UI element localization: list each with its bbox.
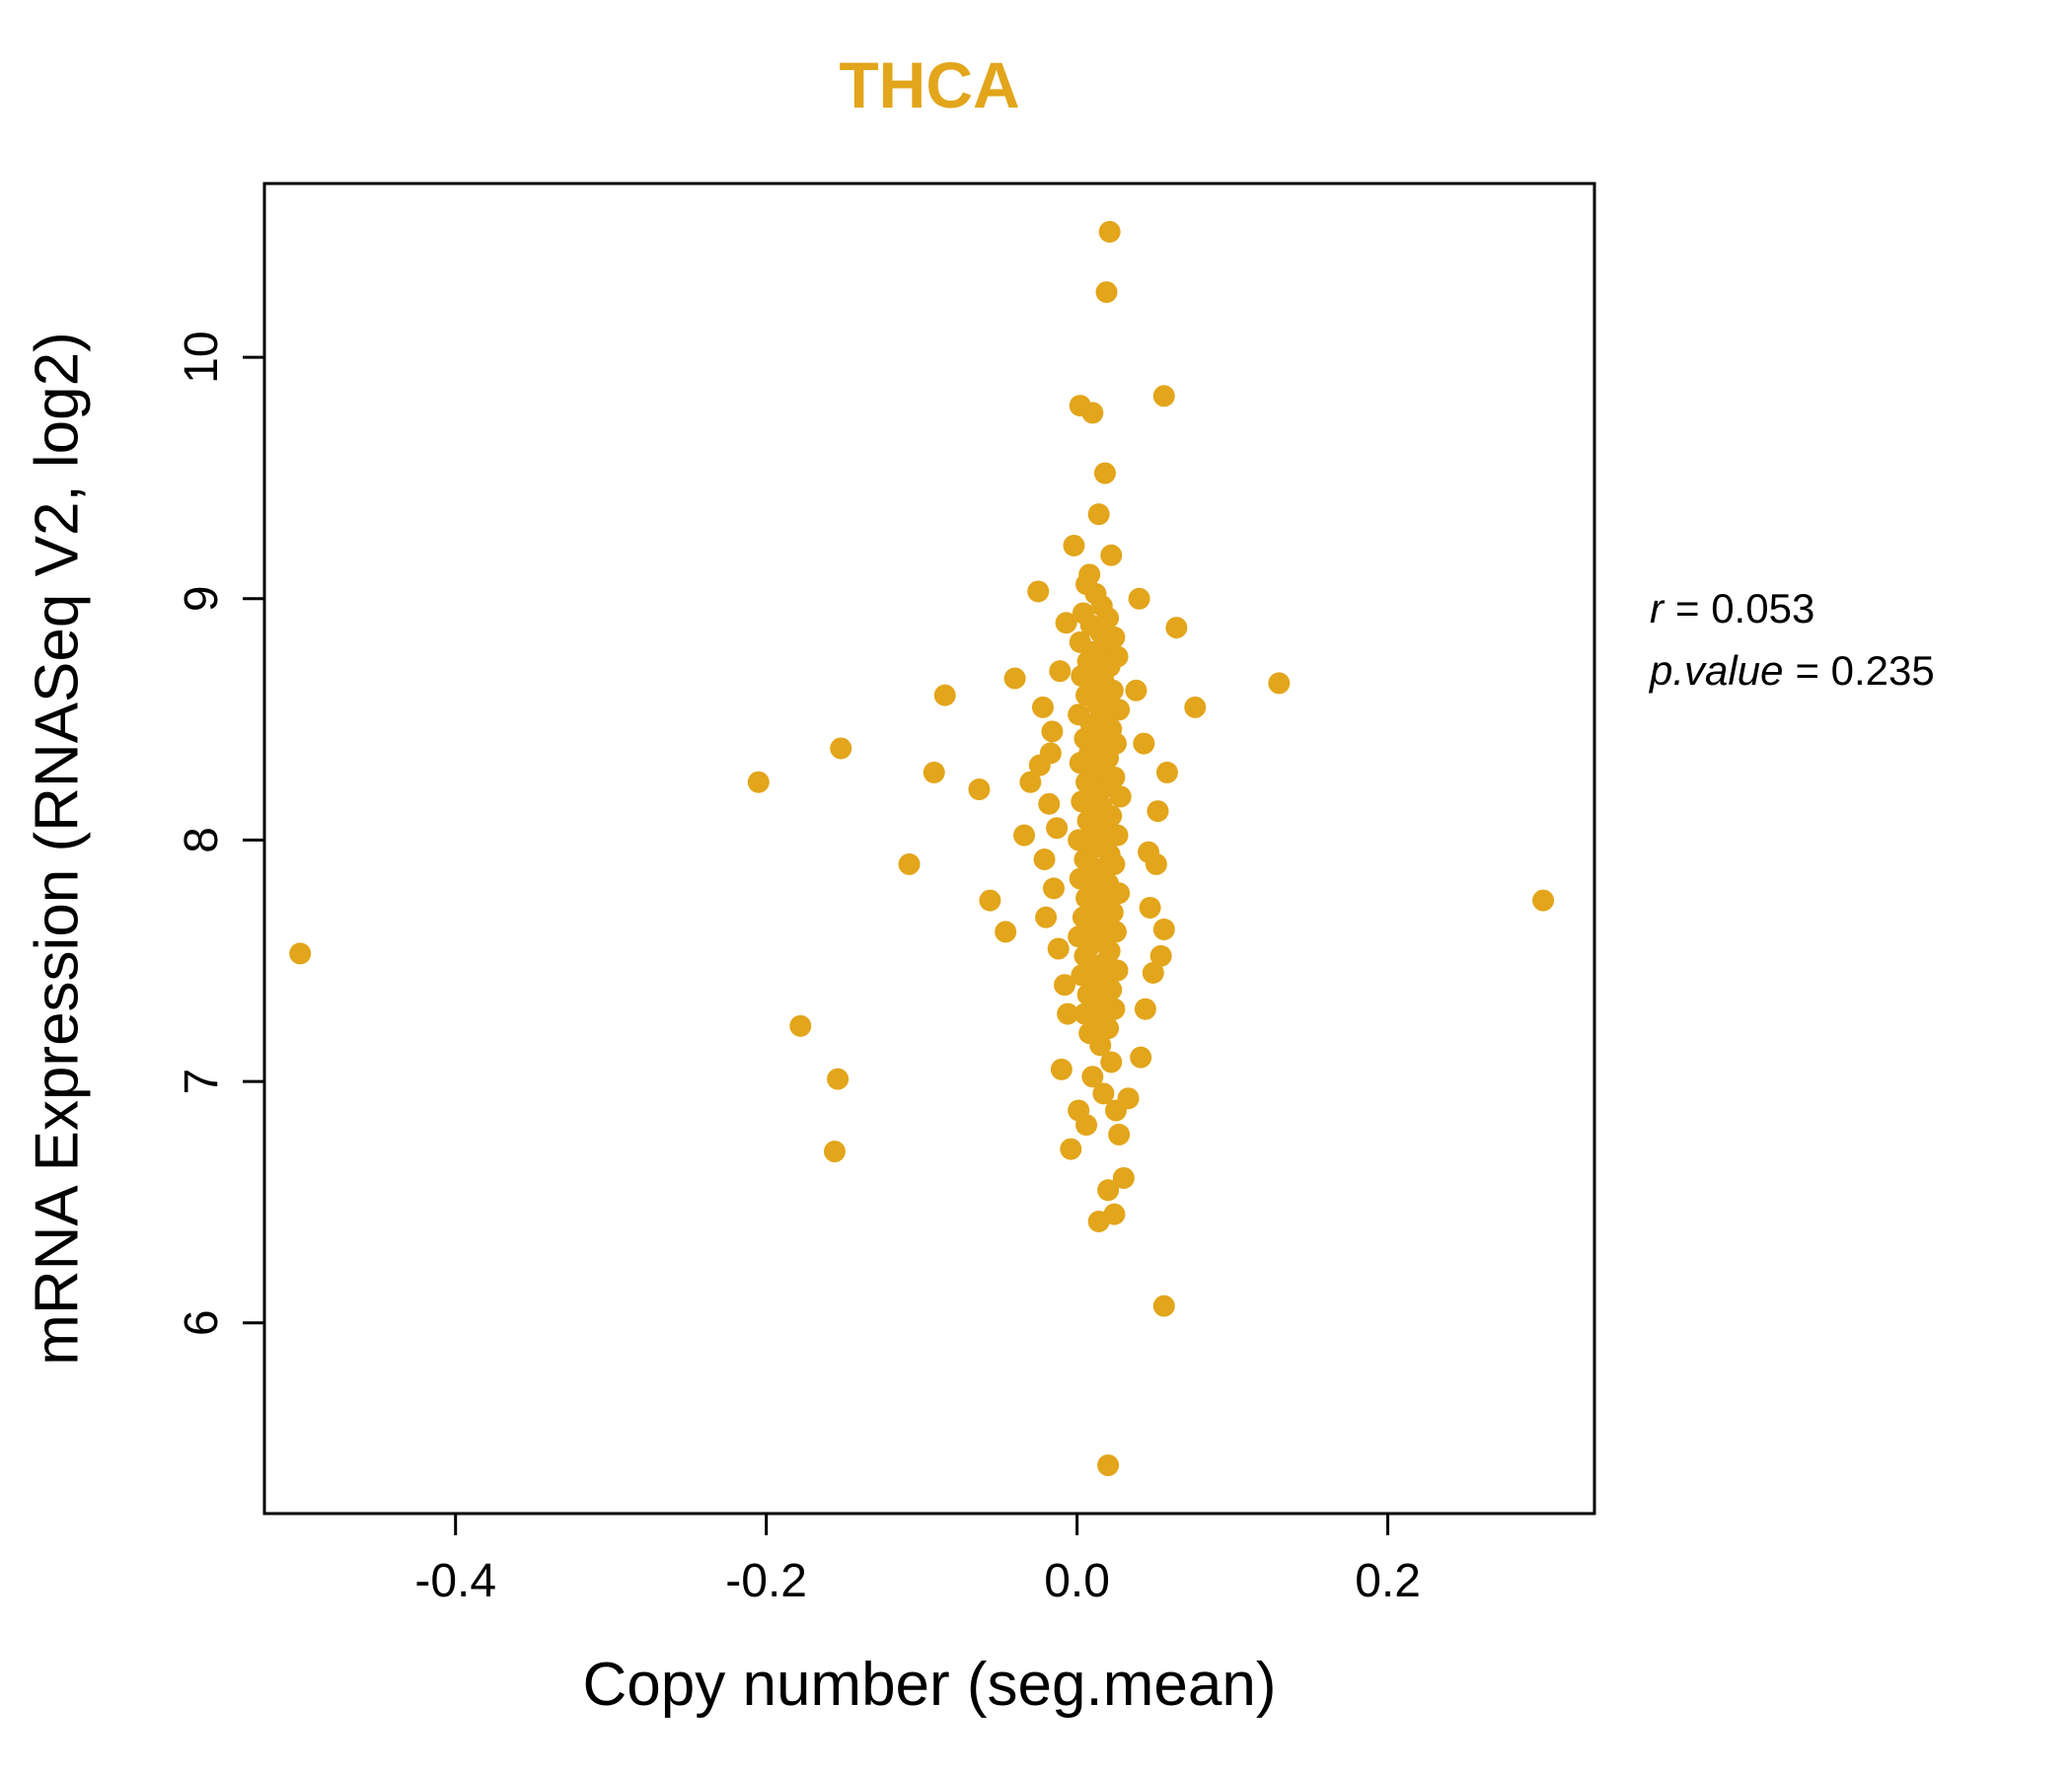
chart-title: THCA [839, 48, 1020, 121]
scatter-point [1268, 672, 1291, 695]
scatter-point [827, 1068, 850, 1090]
scatter-point [1184, 696, 1207, 718]
scatter-point [289, 942, 312, 965]
scatter-point [1027, 580, 1050, 603]
scatter-point [1097, 1179, 1120, 1202]
scatter-point [747, 771, 770, 793]
scatter-point [1108, 1123, 1131, 1146]
scatter-point [1035, 906, 1058, 928]
scatter-point [1104, 921, 1127, 943]
y-tick-label: 7 [176, 1069, 228, 1095]
scatter-point [1039, 742, 1062, 765]
scatter-point [1133, 732, 1155, 755]
scatter-point [1149, 944, 1172, 967]
scatter-point [1075, 1114, 1098, 1137]
scatter-point [1155, 761, 1178, 783]
scatter-point [1013, 824, 1036, 847]
scatter-point [1097, 1017, 1120, 1040]
scatter-point [1152, 1295, 1175, 1317]
scatter-point [1081, 402, 1104, 424]
scatter-point [1112, 1166, 1135, 1189]
scatter-point [1145, 852, 1167, 875]
scatter-point [1139, 896, 1161, 919]
y-tick-label: 6 [176, 1309, 228, 1336]
scatter-point [1019, 771, 1042, 793]
y-axis-label: mRNA Expression (RNASeq V2, log2) [23, 332, 92, 1366]
scatter-point [1147, 800, 1169, 823]
p-value-symbol: p.value [1650, 647, 1784, 694]
scatter-point [1165, 617, 1188, 639]
scatter-point [898, 852, 921, 875]
scatter-point [1109, 785, 1132, 808]
x-tick-label: -0.4 [414, 1555, 496, 1607]
scatter-point [1128, 587, 1150, 610]
scatter-point [1041, 720, 1064, 743]
scatter-point [1100, 1051, 1123, 1073]
scatter-point [830, 737, 852, 760]
scatter-point [1042, 877, 1065, 900]
scatter-point [1049, 660, 1072, 683]
y-tick-label: 8 [176, 827, 228, 853]
scatter-point [1055, 612, 1077, 634]
correlation-annotation: r = 0.053 p.value = 0.235 [1650, 577, 1935, 702]
scatter-point [1108, 882, 1131, 905]
scatter-point [1038, 792, 1061, 815]
scatter-point [1054, 974, 1076, 997]
scatter-point [1060, 1138, 1082, 1160]
scatter-point [1100, 544, 1123, 566]
scatter-point [789, 1014, 812, 1037]
scatter-point [1134, 998, 1156, 1020]
scatter-point [1092, 1082, 1115, 1105]
x-tick-label: 0.0 [1044, 1555, 1110, 1607]
scatter-point [1033, 849, 1056, 871]
scatter-point [979, 889, 1001, 912]
plot-border [262, 182, 1596, 1516]
scatter-point [1130, 1046, 1152, 1069]
scatter-point [1152, 918, 1175, 940]
scatter-point [1093, 462, 1116, 484]
p-value-line: p.value = 0.235 [1650, 639, 1935, 702]
r-line: r = 0.053 [1650, 577, 1935, 639]
scatter-point [1095, 281, 1118, 304]
y-tick-label: 10 [176, 331, 228, 383]
scatter-point [933, 684, 956, 706]
r-symbol: r [1650, 585, 1664, 631]
x-tick-label: 0.2 [1355, 1555, 1421, 1607]
scatter-point [1081, 1066, 1104, 1088]
p-value-value: = 0.235 [1795, 647, 1935, 694]
scatter-point [995, 921, 1017, 943]
scatter-point [1106, 824, 1129, 847]
scatter-point [1089, 1034, 1112, 1057]
scatter-point [1087, 503, 1110, 526]
scatter-point [1087, 1210, 1110, 1232]
scatter-point [1142, 961, 1164, 984]
scatter-point [1108, 699, 1131, 721]
scatter-point [1532, 889, 1555, 912]
scatter-point [1057, 1002, 1079, 1025]
scatter-point [1031, 696, 1054, 718]
r-value: = 0.053 [1675, 585, 1815, 631]
x-tick-label: -0.2 [725, 1555, 807, 1607]
scatter-point [1097, 1454, 1120, 1477]
scatter-point [1063, 534, 1085, 556]
scatter-point [1098, 220, 1121, 243]
scatter-point [1050, 1058, 1073, 1080]
x-axis-label: Copy number (seg.mean) [582, 1651, 1277, 1719]
scatter-point [823, 1141, 846, 1163]
scatter-point [968, 778, 991, 801]
scatter-point [1104, 1099, 1127, 1122]
scatter-point [923, 761, 945, 783]
scatter-point [1125, 679, 1147, 702]
y-tick-label: 9 [176, 585, 228, 612]
scatter-point [1046, 817, 1069, 840]
scatter-point [1003, 667, 1026, 690]
scatter-point [1047, 937, 1070, 960]
scatter-point [1152, 385, 1175, 407]
